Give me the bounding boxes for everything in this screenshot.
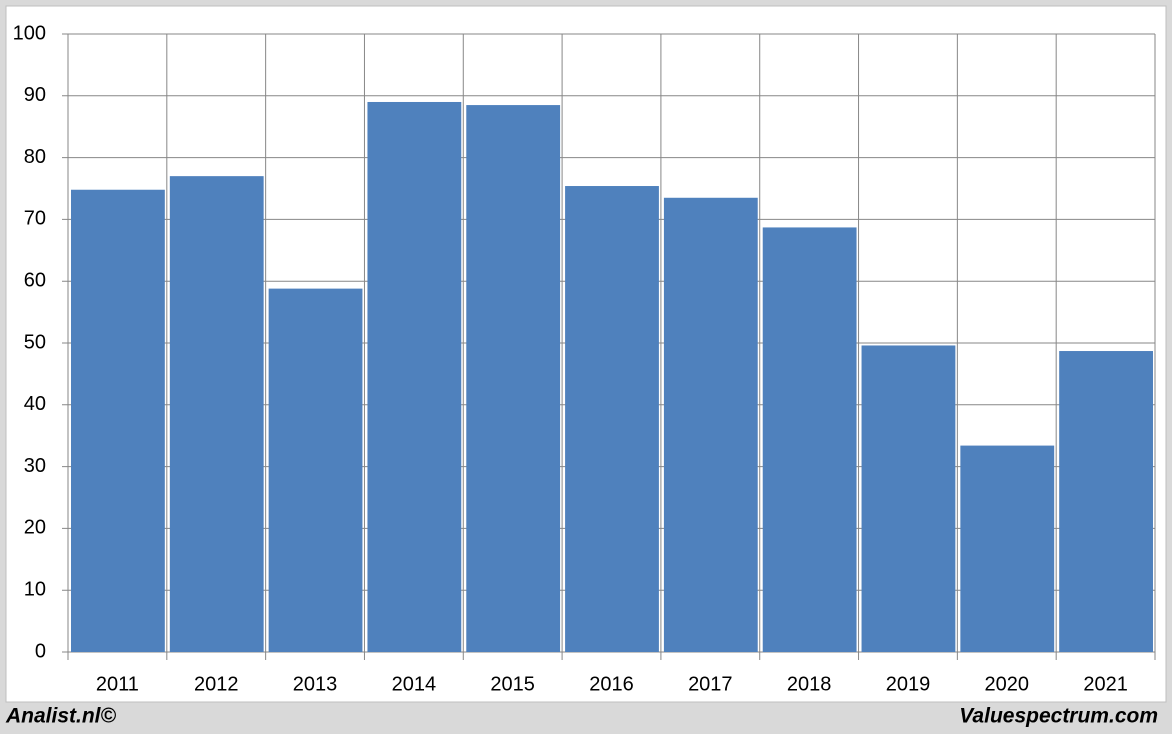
bar (466, 105, 561, 652)
x-tick-label: 2021 (1083, 673, 1128, 695)
x-tick-label: 2013 (293, 673, 338, 695)
x-tick-label: 2020 (985, 673, 1030, 695)
bar (960, 445, 1055, 652)
y-tick-label: 90 (24, 84, 46, 106)
x-tick-label: 2011 (96, 673, 139, 695)
bar (367, 101, 462, 653)
bar (71, 189, 165, 652)
y-tick-label: 40 (24, 393, 46, 415)
y-tick-label: 80 (24, 146, 46, 168)
source-left: Analist.nl© (5, 705, 117, 728)
x-tick-label: 2018 (787, 673, 832, 695)
y-tick-label: 20 (24, 517, 46, 539)
y-tick-label: 30 (24, 455, 46, 477)
y-tick-label: 50 (24, 331, 46, 353)
y-tick-label: 60 (24, 269, 46, 291)
source-right: Valuespectrum.com (959, 705, 1158, 728)
bar (762, 227, 857, 652)
bar (861, 345, 956, 652)
y-tick-label: 70 (24, 208, 46, 230)
bar (565, 186, 659, 652)
x-tick-label: 2014 (392, 673, 437, 695)
x-tick-label: 2019 (886, 673, 931, 695)
bar (1059, 351, 1153, 652)
x-tick-label: 2017 (688, 673, 733, 695)
bar (169, 176, 264, 652)
bar (268, 288, 363, 652)
x-tick-label: 2012 (194, 673, 239, 695)
y-tick-label: 10 (24, 578, 46, 600)
x-tick-label: 2016 (589, 673, 634, 695)
bar (663, 197, 758, 652)
y-tick-label: 0 (35, 640, 46, 662)
y-tick-label: 100 (13, 22, 46, 44)
x-tick-label: 2015 (490, 673, 535, 695)
